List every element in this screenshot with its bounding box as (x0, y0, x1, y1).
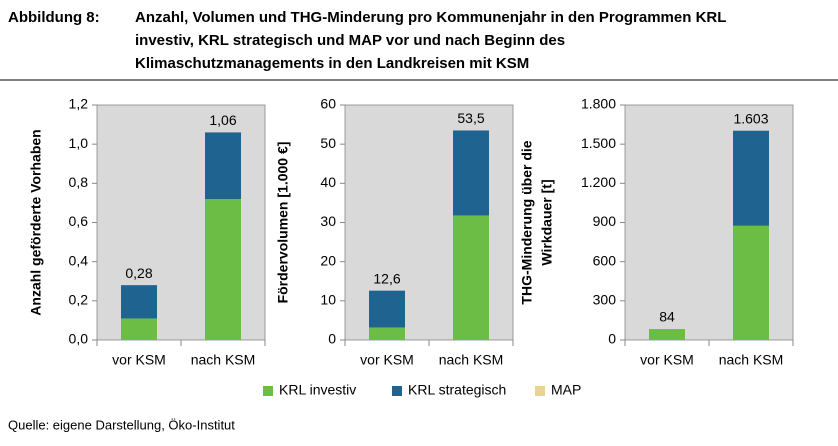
y-tick-label: 60 (320, 96, 336, 112)
y-tick-label: 1.800 (581, 96, 616, 112)
title-line: Klimaschutzmanagements in den Landkreise… (135, 55, 529, 72)
legend-swatch (392, 386, 402, 396)
y-tick-label: 1.500 (581, 135, 616, 151)
y-tick-label: 40 (320, 174, 336, 190)
x-tick-label: vor KSM (360, 352, 414, 368)
legend-label: KRL strategisch (408, 382, 506, 398)
y-axis-label: THG-Minderung über die (519, 140, 535, 304)
y-axis-label: Anzahl geförderte Vorhaben (28, 129, 44, 315)
bar-segment (453, 130, 489, 216)
y-tick-label: 1.200 (581, 174, 616, 190)
y-tick-label: 900 (593, 213, 617, 229)
bar-segment (205, 132, 241, 199)
total-label: 1,06 (209, 112, 236, 128)
y-axis-label: Fördervolumen [1.000 €] (275, 142, 291, 304)
bar-segment (649, 329, 685, 340)
x-tick-label: vor KSM (640, 352, 694, 368)
y-tick-label: 0,2 (69, 292, 89, 308)
bar-segment (369, 327, 405, 340)
y-tick-label: 20 (320, 252, 336, 268)
legend-label: KRL investiv (279, 382, 356, 398)
x-tick-label: nach KSM (191, 352, 256, 368)
figure-label: Abbildung 8: (8, 9, 100, 26)
total-label: 0,28 (125, 265, 152, 281)
legend-swatch (535, 386, 545, 396)
y-tick-label: 0,6 (69, 213, 89, 229)
title-line: Anzahl, Volumen und THG-Minderung pro Ko… (135, 9, 726, 26)
y-tick-label: 0 (608, 331, 616, 347)
total-label: 12,6 (373, 270, 400, 286)
y-tick-label: 0 (328, 331, 336, 347)
y-axis-label: Wirkdauer [t] (539, 179, 555, 265)
bar-segment (121, 318, 157, 340)
legend-swatch (263, 386, 273, 396)
y-tick-label: 600 (593, 252, 617, 268)
total-label: 84 (659, 309, 675, 325)
legend-label: MAP (551, 382, 581, 398)
x-tick-label: vor KSM (112, 352, 166, 368)
y-tick-label: 50 (320, 135, 336, 151)
total-label: 1.603 (733, 110, 768, 126)
y-tick-label: 0,8 (69, 174, 89, 190)
y-tick-label: 1,2 (69, 96, 89, 112)
title-line: investiv, KRL strategisch und MAP vor un… (135, 32, 565, 49)
bar-segment (733, 225, 769, 340)
y-tick-label: 30 (320, 213, 336, 229)
y-tick-label: 10 (320, 292, 336, 308)
bar-segment (453, 215, 489, 340)
x-tick-label: nach KSM (719, 352, 784, 368)
total-label: 53,5 (457, 110, 484, 126)
y-tick-label: 1,0 (69, 135, 89, 151)
y-tick-label: 300 (593, 292, 617, 308)
bar-segment (733, 130, 769, 226)
bar-segment (121, 285, 157, 319)
y-tick-label: 0,4 (69, 252, 89, 268)
bar-segment (205, 199, 241, 340)
y-tick-label: 0,0 (69, 331, 89, 347)
bar-segment (369, 290, 405, 328)
source: Quelle: eigene Darstellung, Öko-Institut (8, 417, 235, 432)
x-tick-label: nach KSM (439, 352, 504, 368)
